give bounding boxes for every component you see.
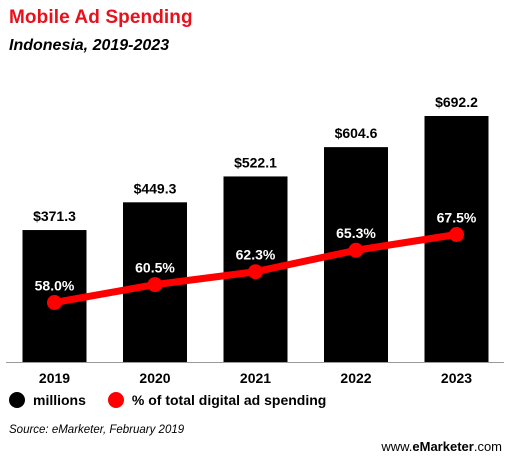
x-tick-2021: 2021 [240, 370, 271, 386]
source-note: Source: eMarketer, February 2019 [9, 424, 185, 436]
share-label-2020: 60.5% [135, 260, 175, 276]
share-label-2023: 67.5% [437, 209, 477, 225]
logo-suffix: .com [473, 439, 502, 454]
chart-title: Mobile Ad Spending [9, 7, 193, 28]
x-tick-2023: 2023 [441, 370, 472, 386]
bar-label-2019: $371.3 [33, 208, 76, 224]
share-point-2022 [348, 242, 364, 258]
share-point-2021 [248, 264, 263, 280]
bar-label-2021: $522.1 [234, 154, 277, 170]
share-point-2019 [47, 295, 62, 310]
chart-plot: $371.3 2019 $449.3 2020 $522.1 2021 $604.6 2022… [6, 94, 504, 386]
logo-prefix: www. [381, 439, 413, 454]
bar-label-2022: $604.6 [335, 125, 378, 141]
x-tick-2020: 2020 [139, 370, 170, 386]
x-tick-2019: 2019 [39, 370, 70, 386]
legend: millions % of total digital ad spending [9, 392, 348, 408]
legend-item-millions: millions [9, 392, 86, 408]
bar-label-2020: $449.3 [134, 180, 177, 196]
legend-item-share: % of total digital ad spending [107, 392, 327, 408]
legend-label-millions: millions [33, 392, 86, 408]
share-label-2021: 62.3% [236, 247, 276, 263]
emarketer-logo: www.eMarketer.com [381, 439, 502, 454]
share-point-2023 [449, 226, 464, 242]
legend-label-share: % of total digital ad spending [131, 392, 327, 408]
legend-swatch-line [107, 392, 124, 408]
share-label-2019: 58.0% [35, 278, 75, 294]
legend-swatch-bar [9, 392, 25, 408]
bar-label-2023: $692.2 [435, 94, 478, 110]
chart-subtitle: Indonesia, 2019-2023 [9, 37, 170, 54]
logo-brand: eMarketer [412, 439, 474, 454]
share-point-2020 [147, 277, 163, 293]
share-label-2022: 65.3% [336, 225, 376, 241]
x-tick-2022: 2022 [340, 370, 371, 386]
